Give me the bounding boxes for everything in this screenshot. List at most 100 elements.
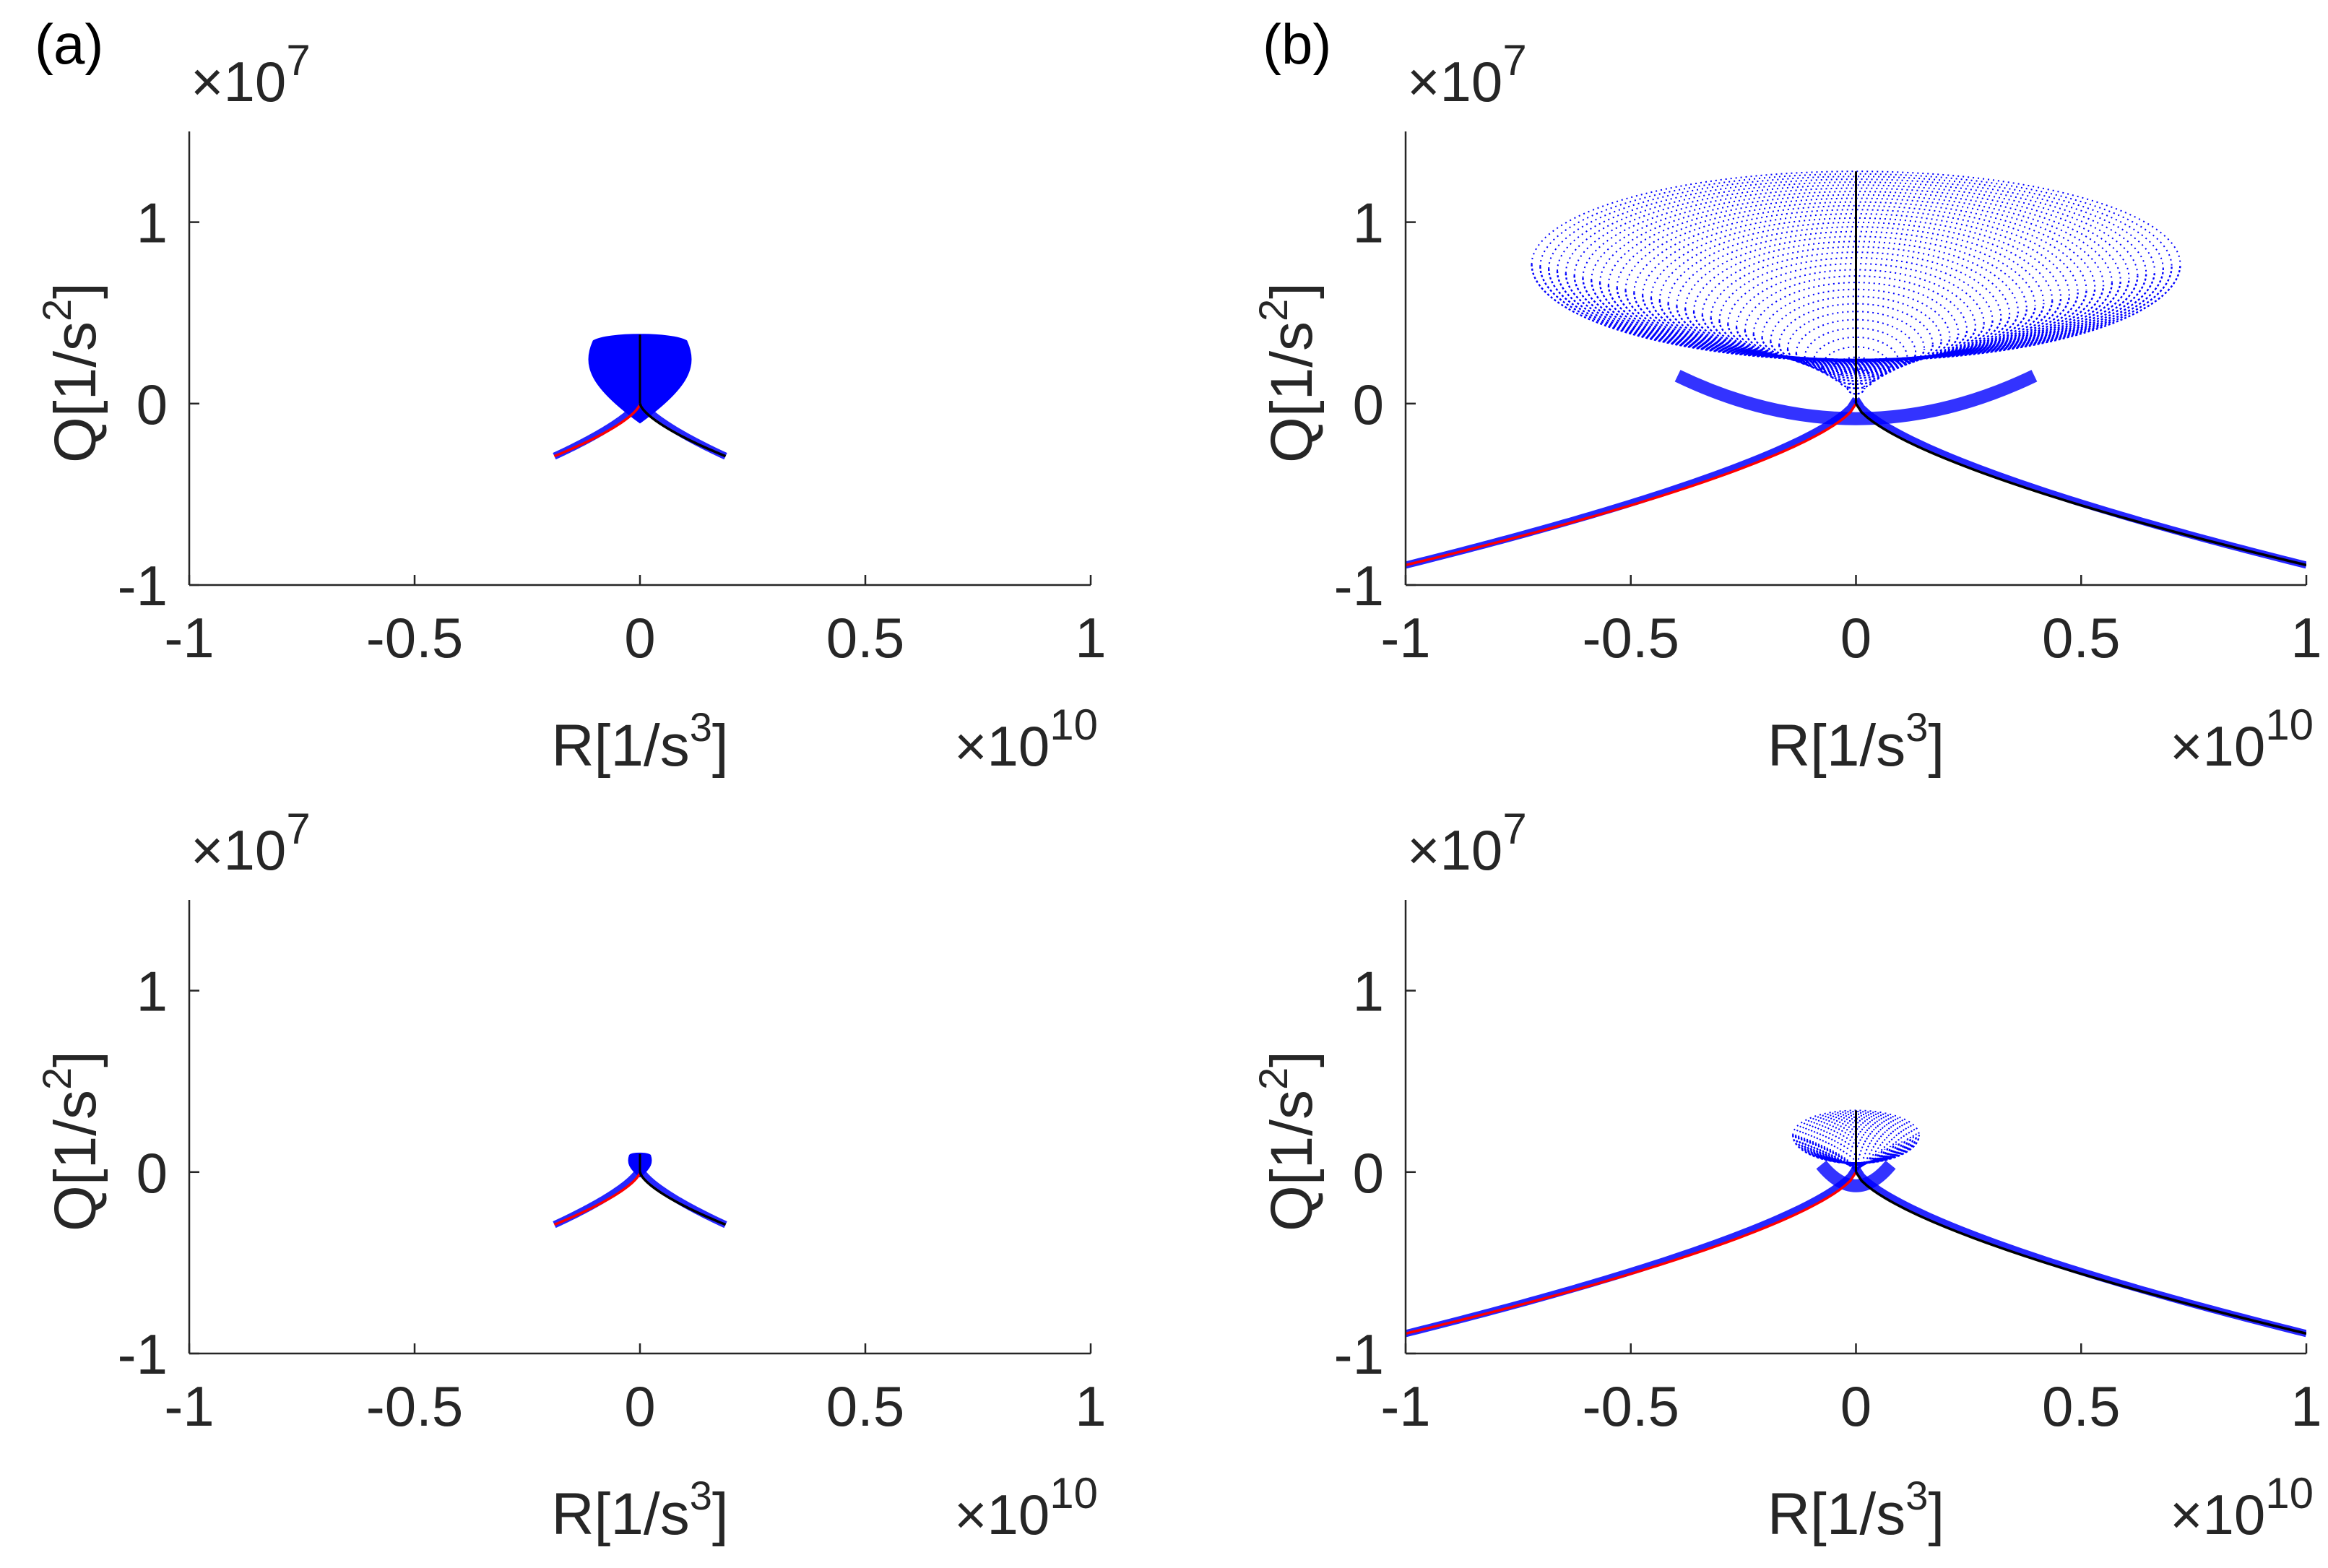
y-multiplier-exp: 7 [286,36,310,85]
y-tick-label: 1 [1353,960,1384,1023]
envelope-cap [1778,303,1934,345]
x-axis-label: R[1/s3] [551,704,728,779]
y-tick-label: -1 [1334,554,1384,618]
x-tick-label: 1 [1075,606,1106,670]
envelope-ring [1607,285,2105,361]
envelope-cap [1736,269,1976,327]
x-tick-label: 0 [1840,1374,1872,1438]
y-multiplier-exp: 7 [1502,36,1526,85]
x-tick-label: 1 [2290,606,2321,670]
branch-black-line [639,1171,727,1226]
envelope-ring [1531,264,2181,362]
envelope-ring [1548,269,2164,361]
x-tick-label: -1 [164,606,214,670]
envelope-ring [1835,1153,1877,1166]
envelope-core [1816,1160,1896,1192]
envelope-ring [1539,266,2173,362]
branch-red-line [553,1171,641,1226]
envelope-ring [1812,1143,1900,1164]
x-axis-label-text: R[1/s [1767,1481,1905,1547]
envelope-ring [1667,303,2045,362]
envelope-cap [1650,217,2062,298]
branch-red-line [1406,402,1857,567]
envelope-cap [1565,181,2147,274]
x-multiplier: ×1010 [954,1469,1098,1546]
y-axis-label-text: Q[1/s [43,321,108,463]
x-tick-label: -0.5 [1583,1374,1679,1438]
charts-container: -1 -0.5 0 0.5 1-101R[1/s3]Q[1/s2]×107×1010-1… [34,36,2322,1547]
envelope-cap [1658,222,2054,301]
data-layer [553,1152,727,1229]
x-axis-label-text: R[1/s [1767,713,1905,779]
envelope-cap [1684,235,2028,309]
y-multiplier: ×107 [191,36,311,113]
envelope-cap [1710,251,2002,318]
x-axis-label-sup: 3 [690,704,712,750]
envelope-ring [1650,298,2062,361]
branch-black-line [1855,402,2306,567]
y-axis-label-sup: 2 [1250,299,1296,321]
y-tick-label: 1 [1353,191,1384,255]
envelope-cap [1557,178,2155,272]
y-multiplier-exp: 7 [1502,805,1526,853]
envelope-cap [1531,170,2181,264]
x-multiplier-base: ×10 [954,714,1050,778]
envelope-cap [1814,1122,1898,1144]
panel-label-b: (b) [1263,12,1331,76]
envelope-ring [1820,1146,1892,1164]
x-tick-label: 0.5 [2042,1374,2120,1438]
x-tick-label: 0.5 [826,606,904,670]
x-tick-label: -1 [1380,606,1430,670]
x-multiplier-exp: 10 [1050,1469,1098,1517]
y-tick-label: 1 [137,960,168,1023]
envelope-core [1674,370,2038,425]
y-multiplier-base: ×10 [1407,818,1502,882]
y-multiplier: ×107 [1407,36,1527,113]
branch-black-line [1855,1171,2306,1335]
y-multiplier: ×107 [191,805,311,882]
branch-spread [636,1166,727,1229]
x-axis-label-close: ] [1928,1481,1944,1547]
x-tick-label: 0 [1840,606,1872,670]
envelope-ring [1710,317,2002,364]
y-axis-label-text: Q[1/s [1259,321,1325,463]
y-axis-label-close: ] [1259,1051,1325,1067]
x-tick-label: -0.5 [1583,606,1679,670]
y-axis-label-close: ] [1259,282,1325,299]
panel-label-a: (a) [35,12,103,76]
x-axis-label-sup: 3 [1905,704,1928,750]
x-axis-label-sup: 3 [690,1473,712,1518]
x-axis-label-close: ] [712,713,729,779]
y-axis-label: Q[1/s2] [34,282,108,463]
envelope-cap [1823,1128,1889,1148]
x-axis-label: R[1/s3] [551,1473,728,1547]
envelope-cap [1582,187,2130,278]
x-axis-label-text: R[1/s [551,1481,689,1547]
x-tick-label: 0.5 [2042,606,2120,670]
envelope-ring [1829,373,1883,385]
data-layer [1406,170,2306,569]
envelope-cap [1761,288,1951,338]
y-axis-label-close: ] [43,282,108,299]
y-tick-label: 0 [137,1141,168,1205]
envelope-ring [1727,324,1985,365]
y-multiplier-base: ×10 [191,818,286,882]
x-multiplier-base: ×10 [2170,1483,2265,1546]
x-multiplier-exp: 10 [2265,701,2314,749]
x-tick-label: 0.5 [826,1374,904,1438]
x-axis-label-sup: 3 [1905,1473,1928,1518]
y-tick-label: -1 [118,1322,168,1386]
y-axis-label-sup: 2 [34,299,79,321]
data-layer [1406,1109,2306,1338]
y-tick-label: 0 [1353,373,1384,436]
x-axis-label: R[1/s3] [1767,1473,1944,1547]
x-multiplier-exp: 10 [2265,1469,2314,1517]
x-axis-label-text: R[1/s [551,713,689,779]
envelope-cap [1548,176,2164,269]
x-tick-label: -0.5 [366,606,463,670]
branch-spread [1406,397,1859,569]
